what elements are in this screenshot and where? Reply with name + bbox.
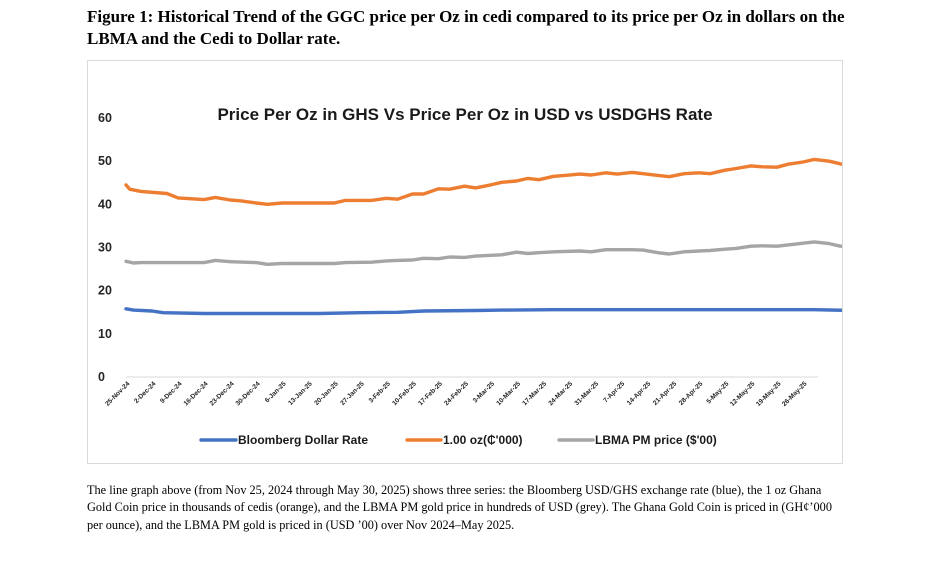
legend-label-1: 1.00 oz(₵'000) bbox=[443, 433, 523, 447]
y-tick-label: 60 bbox=[98, 111, 112, 125]
series-line-1 bbox=[124, 157, 842, 206]
x-tick-label: 24-Feb-25 bbox=[443, 380, 470, 407]
x-tick-label: 23-Dec-24 bbox=[209, 380, 236, 407]
legend-label-0: Bloomberg Dollar Rate bbox=[238, 433, 368, 447]
x-tick-label: 6-Jan-25 bbox=[264, 380, 288, 404]
figure-caption: Figure 1: Historical Trend of the GGC pr… bbox=[87, 7, 845, 48]
x-tick-label: 20-Jan-25 bbox=[313, 380, 340, 407]
x-tick-label: 14-Apr-25 bbox=[626, 380, 653, 407]
y-tick-label: 0 bbox=[98, 370, 105, 384]
x-tick-label: 2-Dec-24 bbox=[133, 380, 158, 405]
x-tick-label: 16-Dec-24 bbox=[183, 380, 210, 407]
x-tick-label: 7-Apr-25 bbox=[602, 380, 626, 404]
x-tick-label: 9-Dec-24 bbox=[159, 380, 184, 405]
x-tick-label: 25-Nov-24 bbox=[104, 380, 131, 407]
x-tick-label: 21-Apr-25 bbox=[652, 380, 679, 407]
figure-description: The line graph above (from Nov 25, 2024 … bbox=[87, 483, 832, 532]
y-tick-label: 10 bbox=[98, 327, 112, 341]
x-tick-label: 17-Mar-25 bbox=[521, 380, 548, 407]
x-tick-label: 31-Mar-25 bbox=[573, 380, 600, 407]
x-tick-label: 10-Feb-25 bbox=[391, 380, 418, 407]
y-tick-label: 40 bbox=[98, 197, 112, 211]
series-line-0 bbox=[124, 307, 842, 316]
line-chart: Price Per Oz in GHS Vs Price Per Oz in U… bbox=[98, 105, 842, 447]
y-tick-label: 20 bbox=[98, 284, 112, 298]
series-line-2 bbox=[124, 240, 842, 266]
legend-label-2: LBMA PM price ($'00) bbox=[595, 433, 717, 447]
x-tick-label: 28-Apr-25 bbox=[678, 380, 705, 407]
x-tick-label: 30-Dec-24 bbox=[235, 380, 262, 407]
x-tick-label: 5-May-25 bbox=[705, 380, 730, 405]
x-tick-label: 3-Mar-25 bbox=[472, 380, 496, 404]
chart-container: Price Per Oz in GHS Vs Price Per Oz in U… bbox=[87, 60, 843, 464]
x-tick-label: 13-Jan-25 bbox=[287, 380, 314, 407]
x-tick-label: 27-Jan-25 bbox=[339, 380, 366, 407]
x-tick-label: 26-May-25 bbox=[781, 380, 809, 408]
x-tick-label: 17-Feb-25 bbox=[417, 380, 444, 407]
y-tick-label: 50 bbox=[98, 154, 112, 168]
x-tick-label: 12-May-25 bbox=[729, 380, 757, 408]
chart-title: Price Per Oz in GHS Vs Price Per Oz in U… bbox=[217, 105, 712, 124]
x-tick-label: 3-Feb-25 bbox=[368, 380, 392, 404]
x-tick-label: 10-Mar-25 bbox=[495, 380, 522, 407]
x-tick-label: 19-May-25 bbox=[755, 380, 783, 408]
x-tick-label: 24-Mar-25 bbox=[547, 380, 574, 407]
y-tick-label: 30 bbox=[98, 241, 112, 255]
